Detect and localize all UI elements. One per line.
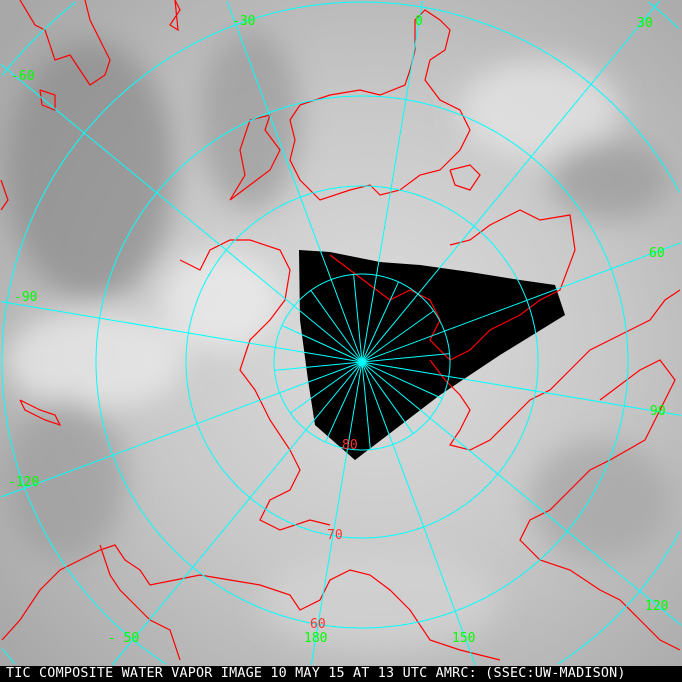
meridian-line xyxy=(111,361,363,666)
latitude-circle xyxy=(1,648,16,665)
meridian-line xyxy=(361,361,443,399)
meridian-line xyxy=(226,0,363,363)
meridian-line xyxy=(361,353,450,363)
lon-label: 180 xyxy=(304,631,327,646)
latitude-circle xyxy=(185,185,539,539)
meridian-line xyxy=(0,64,363,363)
meridian-line xyxy=(361,361,682,416)
meridian-line xyxy=(0,361,363,498)
lon-label: -60 xyxy=(11,69,34,84)
latitude-circle xyxy=(95,95,629,629)
lat-label: 70 xyxy=(327,528,343,543)
latitude-circle xyxy=(1,1,76,76)
latitude-circle xyxy=(648,1,679,29)
graticule xyxy=(0,0,682,666)
meridian-line xyxy=(361,281,399,363)
latitude-labels: 80 70 60 xyxy=(310,438,358,632)
meridian-line xyxy=(361,0,660,363)
lat-label: 80 xyxy=(342,438,358,453)
coastlines xyxy=(0,0,681,661)
meridian-line xyxy=(361,361,414,434)
lon-label: 60 xyxy=(649,246,665,261)
meridian-line xyxy=(361,361,476,666)
meridian-line xyxy=(310,290,363,363)
longitude-labels: -30 0 30 -60 60 -90 90 -120 120 - 50 180… xyxy=(8,14,668,646)
lon-label: 90 xyxy=(650,404,666,419)
lon-label: 0 xyxy=(415,14,423,29)
meridian-line xyxy=(361,361,371,450)
meridian-line xyxy=(0,301,363,363)
meridian-line xyxy=(281,325,363,363)
lon-label: -30 xyxy=(232,14,255,29)
meridian-line xyxy=(361,361,682,626)
meridian-line xyxy=(353,274,363,363)
image-caption: TIC COMPOSITE WATER VAPOR IMAGE 10 MAY 1… xyxy=(0,666,682,682)
lon-label: 30 xyxy=(637,16,653,31)
lon-label: 120 xyxy=(645,599,668,614)
meridian-line xyxy=(290,361,363,414)
meridian-line xyxy=(361,242,682,363)
meridian-line xyxy=(310,361,363,666)
lon-label: 150 xyxy=(452,631,475,646)
meridian-line xyxy=(361,0,423,363)
latitude-circle xyxy=(273,273,451,451)
latitude-circle xyxy=(362,1,681,194)
latitude-circle xyxy=(557,530,681,665)
lat-label: 60 xyxy=(310,617,326,632)
meridian-line xyxy=(325,361,363,443)
lon-label: -90 xyxy=(14,290,37,305)
lon-label: -120 xyxy=(8,475,39,490)
latitude-circle xyxy=(1,1,362,665)
lon-label: - 50 xyxy=(108,631,139,646)
meridian-line xyxy=(361,310,434,363)
meridian-line xyxy=(274,361,363,371)
